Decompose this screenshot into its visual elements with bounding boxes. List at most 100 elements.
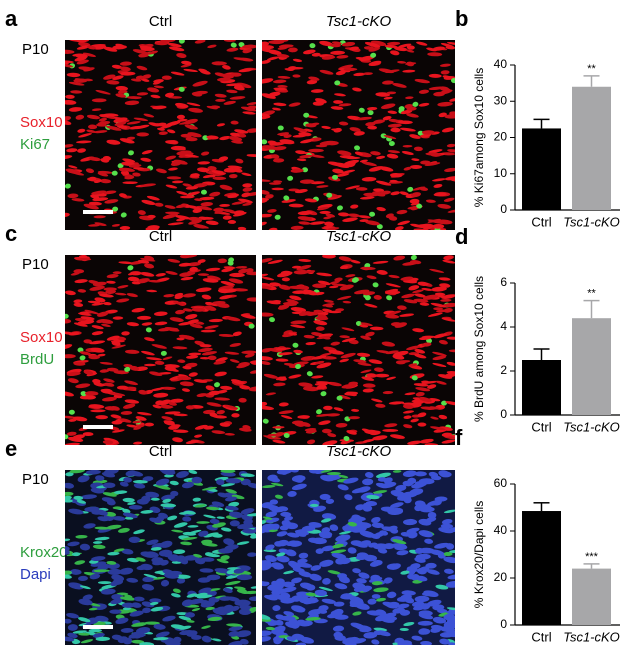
cell [128,125,143,130]
cell [262,273,269,277]
cell [364,303,378,308]
cell [159,40,176,43]
cell [441,518,453,525]
cell [418,336,432,341]
cell [413,228,429,230]
cell [184,124,198,130]
cell [442,259,455,264]
cell [272,605,281,612]
cell [89,573,101,580]
cell [149,371,163,377]
cell [446,336,455,340]
cell [293,349,303,354]
cell [364,295,371,301]
cell [152,576,165,580]
y-axis-label: % BrdU among Sox10 cells [472,276,486,422]
cell [154,360,165,365]
cell [277,125,284,131]
cell [184,481,194,488]
cell [171,180,184,184]
column-title: Ctrl [149,228,172,245]
cell [414,481,427,487]
cell [94,536,110,541]
cell [262,636,272,642]
cell [211,430,226,434]
cell [132,49,148,54]
cell [315,326,325,331]
cell [99,369,110,373]
cell [140,78,150,82]
cell [240,523,254,530]
cell [319,210,331,214]
cell [291,265,302,269]
cell [91,190,107,195]
cell [92,281,107,287]
cell [342,217,358,222]
cell [165,184,178,189]
cell [190,173,200,178]
cell [411,375,418,381]
cell [124,349,140,354]
cell [268,182,282,185]
cell [359,219,369,223]
cell [323,405,333,411]
cell [316,185,329,188]
cell [91,556,106,562]
cell [89,340,105,345]
micrograph [262,40,455,230]
cell [319,493,331,500]
cell [109,609,122,614]
cell [65,573,72,579]
cell [229,359,240,363]
scale-bar [83,425,113,429]
cell [311,52,321,57]
cell [193,183,208,188]
cell [368,359,383,365]
cell [170,624,186,630]
cell [325,498,335,504]
cell [179,120,194,125]
cell [154,42,168,46]
cell [140,563,153,571]
cell [72,416,88,422]
cell [278,410,294,415]
cell [102,492,117,497]
cell [365,220,380,226]
cell [149,601,159,606]
cell [235,266,248,269]
cell [129,271,142,276]
cell [77,148,86,153]
cell [238,268,249,274]
cell [360,322,373,327]
cell [65,434,69,440]
cell [356,352,371,357]
cell [106,499,116,506]
cell [329,524,339,532]
cell [362,72,373,75]
cell [183,68,198,73]
cell [262,356,273,361]
cell [121,548,134,555]
cell [213,207,225,212]
cell [439,63,451,67]
cell [332,168,344,174]
cell [240,508,255,515]
cell [358,215,371,219]
cell [263,373,279,379]
cell [94,297,106,303]
cell [250,361,256,365]
cell [276,470,293,475]
cell [68,582,84,590]
cell [374,367,384,372]
cell [106,273,119,279]
cell [79,355,86,361]
cell [178,615,192,621]
cell [80,391,87,397]
cell [403,424,413,429]
cell [147,214,156,219]
cell [360,335,372,340]
cell [142,476,154,482]
cell [272,107,281,111]
cell [122,181,138,185]
cell [382,428,399,432]
